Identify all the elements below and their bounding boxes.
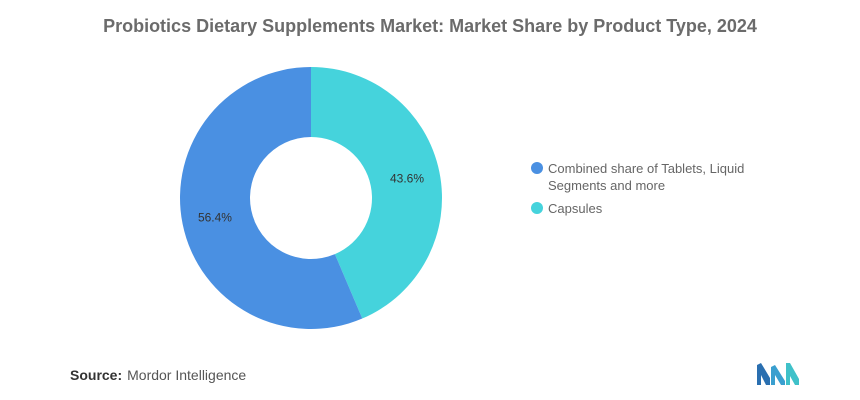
logo-right-shape xyxy=(786,363,799,385)
donut-slice-capsules[interactable] xyxy=(311,67,443,319)
mordor-intelligence-logo xyxy=(757,363,799,385)
legend-item-combined[interactable]: Combined share of Tablets, Liquid Segmen… xyxy=(531,160,791,194)
chart-title: Probiotics Dietary Supplements Market: M… xyxy=(103,16,757,36)
logo-left-shape xyxy=(757,363,770,385)
logo-middle-shape xyxy=(771,365,785,385)
source-label: Source: xyxy=(70,367,123,383)
chart-legend: Combined share of Tablets, Liquid Segmen… xyxy=(531,160,791,223)
legend-item-capsules[interactable]: Capsules xyxy=(531,200,791,217)
donut-label-combined: 56.4% xyxy=(198,211,232,225)
legend-swatch-combined xyxy=(531,162,543,174)
donut-label-capsules: 43.6% xyxy=(390,171,424,185)
source-note: Source: Mordor Intelligence xyxy=(70,367,246,383)
legend-label-capsules: Capsules xyxy=(548,201,603,216)
source-value: Mordor Intelligence xyxy=(127,367,247,383)
legend-swatch-capsules xyxy=(531,202,543,214)
legend-label-combined: Combined share of Tablets, Liquid Segmen… xyxy=(548,161,745,193)
donut-slice-combined[interactable] xyxy=(180,67,363,329)
